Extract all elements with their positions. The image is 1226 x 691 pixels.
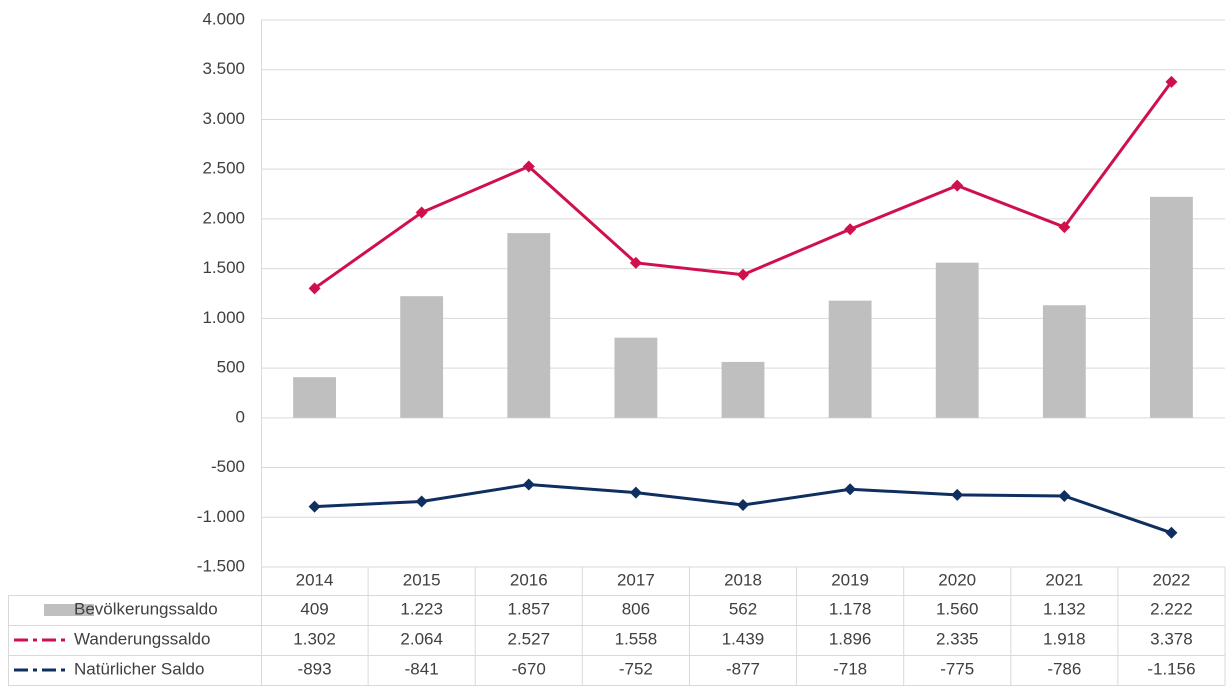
bar bbox=[721, 361, 765, 418]
x-tick-label: 2014 bbox=[296, 570, 334, 589]
table-value: 2.064 bbox=[400, 629, 443, 648]
y-tick-label: -1.500 bbox=[197, 556, 245, 575]
table-value: 1.896 bbox=[829, 629, 872, 648]
y-tick-label: 1.500 bbox=[202, 258, 245, 277]
table-value: 1.918 bbox=[1043, 629, 1086, 648]
y-tick-label: 500 bbox=[217, 358, 245, 377]
bar bbox=[1150, 196, 1193, 418]
table-value: -670 bbox=[512, 659, 546, 678]
marker bbox=[1058, 221, 1071, 234]
marker bbox=[844, 483, 857, 496]
bar bbox=[828, 300, 872, 418]
marker bbox=[1165, 75, 1178, 88]
table-value: 1.439 bbox=[722, 629, 765, 648]
marker bbox=[1165, 526, 1178, 539]
marker bbox=[1058, 489, 1071, 502]
table-value: 3.378 bbox=[1150, 629, 1193, 648]
legend-label: Wanderungssaldo bbox=[74, 629, 210, 648]
legend-label: Natürlicher Saldo bbox=[74, 659, 204, 678]
bar bbox=[1042, 305, 1086, 418]
marker bbox=[737, 499, 749, 512]
y-tick-label: 2.000 bbox=[202, 208, 245, 227]
y-tick-label: 4.000 bbox=[202, 9, 245, 28]
marker bbox=[951, 488, 964, 501]
marker bbox=[522, 160, 535, 173]
y-tick-label: 0 bbox=[236, 407, 245, 426]
x-tick-label: 2018 bbox=[724, 570, 762, 589]
y-tick-label: -500 bbox=[211, 457, 245, 476]
bar bbox=[614, 337, 658, 418]
table-value: -775 bbox=[940, 659, 974, 678]
table-value: 1.223 bbox=[400, 599, 443, 618]
table-value: -841 bbox=[405, 659, 439, 678]
bar bbox=[507, 233, 551, 418]
marker bbox=[308, 282, 321, 295]
marker bbox=[951, 179, 964, 192]
x-tick-label: 2020 bbox=[938, 570, 976, 589]
table-value: -786 bbox=[1047, 659, 1081, 678]
bar bbox=[400, 296, 444, 418]
x-tick-label: 2019 bbox=[831, 570, 869, 589]
marker bbox=[629, 486, 642, 499]
table-value: 409 bbox=[300, 599, 328, 618]
table-value: 1.132 bbox=[1043, 599, 1086, 618]
y-tick-label: -1.000 bbox=[197, 507, 245, 526]
marker bbox=[522, 478, 535, 491]
table-value: 2.222 bbox=[1150, 599, 1193, 618]
table-value: -877 bbox=[726, 659, 760, 678]
marker bbox=[629, 256, 642, 269]
bar bbox=[293, 377, 336, 418]
y-tick-label: 3.500 bbox=[202, 59, 245, 78]
x-tick-label: 2022 bbox=[1153, 570, 1191, 589]
table-value: 1.558 bbox=[615, 629, 658, 648]
marker bbox=[844, 223, 857, 236]
marker bbox=[308, 500, 321, 513]
legend-label: Bevölkerungssaldo bbox=[74, 599, 218, 618]
x-tick-label: 2021 bbox=[1045, 570, 1083, 589]
table-value: -1.156 bbox=[1147, 659, 1195, 678]
x-tick-label: 2015 bbox=[403, 570, 441, 589]
table-value: 2.335 bbox=[936, 629, 979, 648]
x-tick-label: 2016 bbox=[510, 570, 548, 589]
line bbox=[313, 80, 1173, 290]
bar bbox=[935, 262, 979, 418]
table-value: -718 bbox=[833, 659, 867, 678]
table-value: -752 bbox=[619, 659, 653, 678]
y-tick-label: 3.000 bbox=[202, 109, 245, 128]
table-value: 1.857 bbox=[508, 599, 551, 618]
table-value: -893 bbox=[298, 659, 332, 678]
table-value: 1.302 bbox=[293, 629, 336, 648]
y-tick-label: 1.000 bbox=[202, 308, 245, 327]
table-value: 1.178 bbox=[829, 599, 872, 618]
x-tick-label: 2017 bbox=[617, 570, 655, 589]
y-tick-label: 2.500 bbox=[202, 159, 245, 178]
legend-key bbox=[44, 604, 94, 616]
marker bbox=[415, 206, 428, 219]
table-value: 562 bbox=[729, 599, 757, 618]
table-value: 2.527 bbox=[508, 629, 551, 648]
marker bbox=[415, 495, 428, 508]
marker bbox=[737, 268, 749, 281]
table-value: 806 bbox=[622, 599, 650, 618]
table-value: 1.560 bbox=[936, 599, 979, 618]
